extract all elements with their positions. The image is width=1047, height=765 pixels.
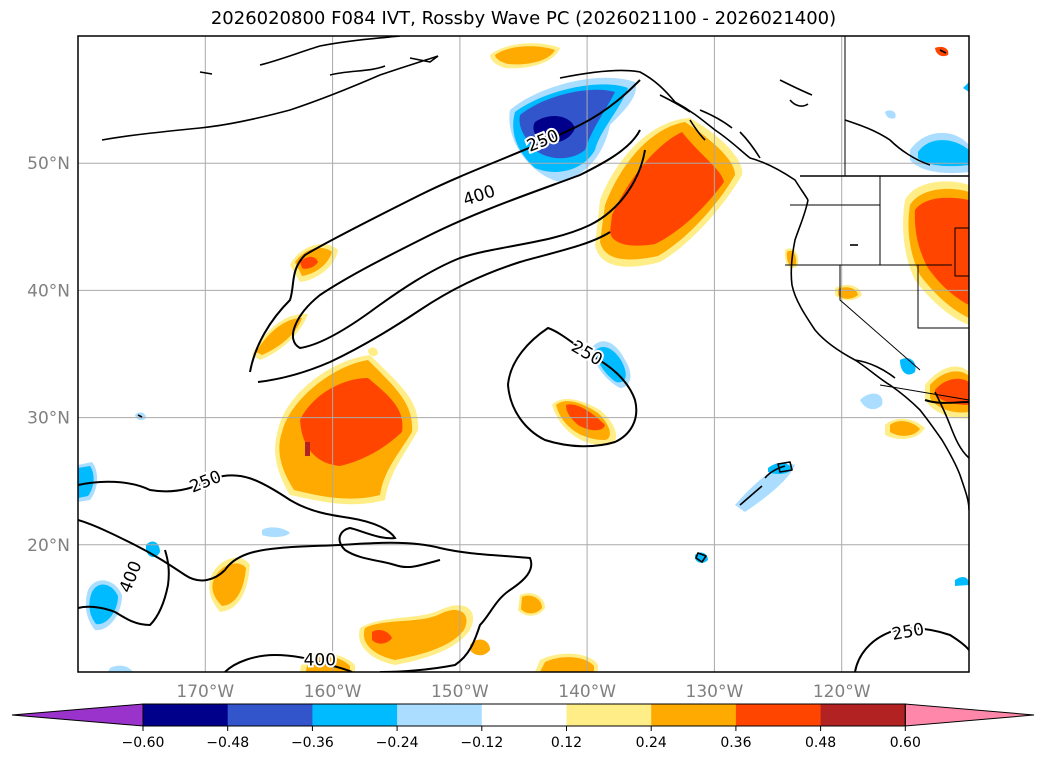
lon-tick-label: 160°W <box>304 682 362 702</box>
colorbar-low-extend <box>11 703 144 727</box>
lon-tick-label: 150°W <box>431 682 489 702</box>
colorbar-tick-label: −0.12 <box>460 735 503 751</box>
plot-frame <box>77 35 970 673</box>
contour-250-se <box>854 627 969 672</box>
colorbar-tick-label: 0.60 <box>890 735 921 751</box>
colorbar-tick-label: −0.24 <box>376 735 419 751</box>
anomaly-shading <box>78 43 969 672</box>
colorbar-segment <box>820 704 906 726</box>
lat-tick-label: 40°N <box>27 281 70 301</box>
colorbar-tick-label: 0.12 <box>551 735 582 751</box>
contour-400-sw <box>78 549 170 627</box>
lat-tick-label: 20°N <box>27 536 70 556</box>
colorbar-frame <box>142 703 906 727</box>
colorbar-segment <box>566 704 652 726</box>
lon-tick-label: 120°W <box>813 682 871 702</box>
colorbar-tick-label: −0.48 <box>206 735 249 751</box>
ivt-contours <box>78 79 969 672</box>
colorbar-segment <box>227 704 313 726</box>
lat-tick-label: 50°N <box>27 154 70 174</box>
colorbar-segment <box>312 704 398 726</box>
colorbar-segment <box>481 704 567 726</box>
lat-tick-label: 30°N <box>27 409 70 429</box>
contour-250-south <box>78 474 441 569</box>
colorbar-segment <box>397 704 483 726</box>
colorbar-tick-label: 0.24 <box>636 735 667 751</box>
colorbar-high-extend <box>904 703 1035 727</box>
gridlines <box>78 36 969 672</box>
colorbar-segment <box>651 704 737 726</box>
colorbar-tick-label: −0.36 <box>291 735 334 751</box>
colorbar-tick-label: 0.36 <box>720 735 751 751</box>
contour-250-north <box>291 129 646 350</box>
longitude-labels: 170°W 160°W 150°W 140°W 130°W 120°W <box>176 682 870 702</box>
lon-tick-label: 140°W <box>558 682 616 702</box>
contour-250-outer <box>249 79 641 373</box>
contour-label: 400 <box>304 650 336 670</box>
map-title: 2026020800 F084 IVT, Rossby Wave PC (202… <box>210 8 837 29</box>
lon-tick-label: 170°W <box>176 682 234 702</box>
lon-tick-label: 130°W <box>686 682 744 702</box>
coastlines <box>101 36 969 563</box>
colorbar-tick-label: 0.48 <box>805 735 836 751</box>
contour-250-loop <box>506 326 638 448</box>
colorbar: −0.60 −0.48 −0.36 −0.24 −0.12 0.12 0.24 0.36 0.4… <box>11 703 1035 751</box>
colorbar-segment <box>735 704 822 726</box>
colorbar-tick-label: −0.60 <box>122 735 165 751</box>
colorbar-segment <box>143 704 229 726</box>
latitude-labels: 20°N 30°N 40°N 50°N <box>27 154 70 556</box>
